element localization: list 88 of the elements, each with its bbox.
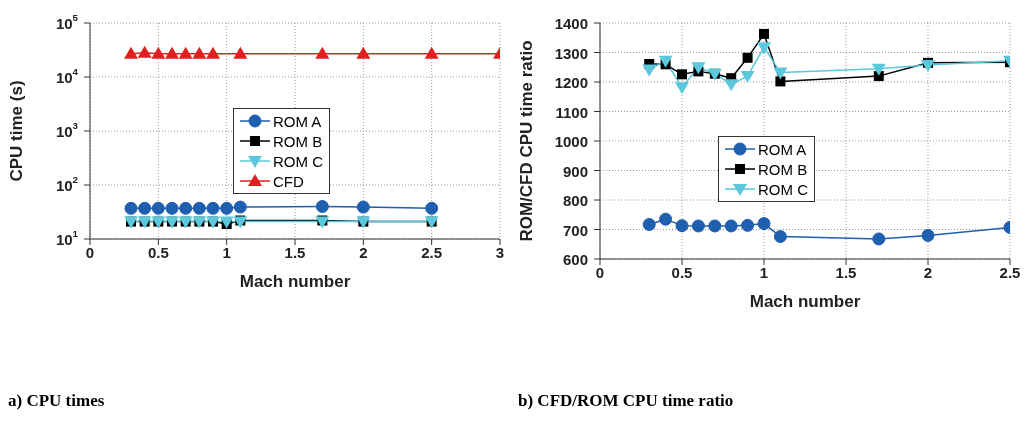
point [691, 62, 706, 75]
point [356, 46, 371, 59]
point [759, 28, 769, 39]
y-axis-title: ROM/CFD CPU time ratio [517, 40, 537, 242]
point [425, 201, 439, 215]
point [642, 217, 656, 231]
legend-label: ROM C [758, 180, 808, 198]
point [724, 79, 739, 92]
legend-label: ROM B [758, 160, 808, 178]
x-tick-label: 2.5 [421, 243, 443, 261]
y-tick-label: 600 [562, 250, 588, 268]
y-tick-label: 1000 [554, 132, 588, 150]
point [872, 232, 886, 246]
point [192, 201, 206, 215]
point [206, 201, 220, 215]
x-tick-label: 0.5 [671, 263, 693, 281]
y-tick-label: 10$^{2}$ [55, 174, 79, 194]
point [233, 46, 248, 59]
point [124, 201, 138, 215]
x-tick-label: 2.5 [999, 263, 1021, 281]
point [708, 219, 722, 233]
point [151, 46, 166, 59]
x-tick-label: 3 [495, 243, 505, 261]
point [773, 230, 787, 244]
point [773, 67, 788, 80]
point [642, 64, 657, 77]
point [724, 219, 738, 233]
legend-label: ROM A [273, 112, 322, 130]
point [165, 46, 179, 59]
point [124, 46, 138, 59]
point [315, 46, 330, 59]
y-tick-label: 10$^{4}$ [55, 66, 79, 86]
point [677, 69, 687, 80]
x-tick-label: 0.5 [147, 243, 169, 261]
y-tick-label: 1300 [554, 44, 588, 61]
point [740, 71, 755, 84]
point [192, 46, 207, 59]
legend-label: ROM B [273, 132, 323, 150]
point [741, 218, 755, 232]
x-tick-label: 2 [359, 243, 368, 261]
y-axis-title: CPU time (s) [7, 80, 27, 182]
point [138, 201, 152, 215]
x-axis-title: Mach number [239, 272, 351, 291]
x-tick-label: 2 [923, 263, 933, 281]
x-tick-label: 1 [759, 263, 769, 281]
point [315, 199, 329, 213]
y-tick-label: 10$^{5}$ [55, 12, 79, 32]
point [165, 201, 179, 215]
y-tick-label: 10$^{3}$ [55, 120, 79, 140]
y-tick-label: 1200 [554, 73, 588, 91]
y-tick-label: 1400 [554, 14, 588, 32]
text: a) CPU times [8, 391, 106, 411]
x-tick-label: 1.5 [835, 263, 857, 281]
point [206, 46, 220, 59]
x-tick-label: 0 [85, 243, 95, 261]
point [137, 45, 152, 58]
point [675, 219, 689, 233]
point [775, 76, 786, 87]
point [220, 201, 234, 215]
y-tick-label: 1100 [555, 103, 588, 120]
point [921, 228, 935, 242]
point [691, 219, 705, 233]
y-tick-label: 700 [562, 221, 588, 238]
legend-label: ROM A [758, 140, 807, 158]
y-tick-label: 900 [562, 162, 588, 179]
point [151, 201, 165, 215]
point [659, 212, 673, 226]
point [921, 59, 935, 72]
point [356, 200, 370, 214]
point [658, 55, 673, 68]
point [178, 46, 193, 59]
text: b) CFD/ROM CPU time ratio [518, 391, 735, 411]
point [757, 217, 771, 231]
legend-label: CFD [273, 172, 304, 190]
y-tick-label: 10$^{1}$ [55, 228, 79, 248]
point [871, 63, 886, 76]
point [179, 201, 193, 215]
x-tick-label: 1 [222, 243, 231, 261]
point [233, 200, 247, 214]
point [675, 82, 689, 95]
y-tick-label: 800 [562, 191, 588, 209]
point [424, 46, 439, 59]
x-tick-label: 0 [595, 263, 605, 281]
point [742, 52, 753, 63]
point [757, 42, 771, 55]
x-tick-label: 1.5 [284, 243, 306, 261]
legend-label: ROM C [273, 152, 323, 170]
x-axis-title: Mach number [749, 292, 861, 311]
